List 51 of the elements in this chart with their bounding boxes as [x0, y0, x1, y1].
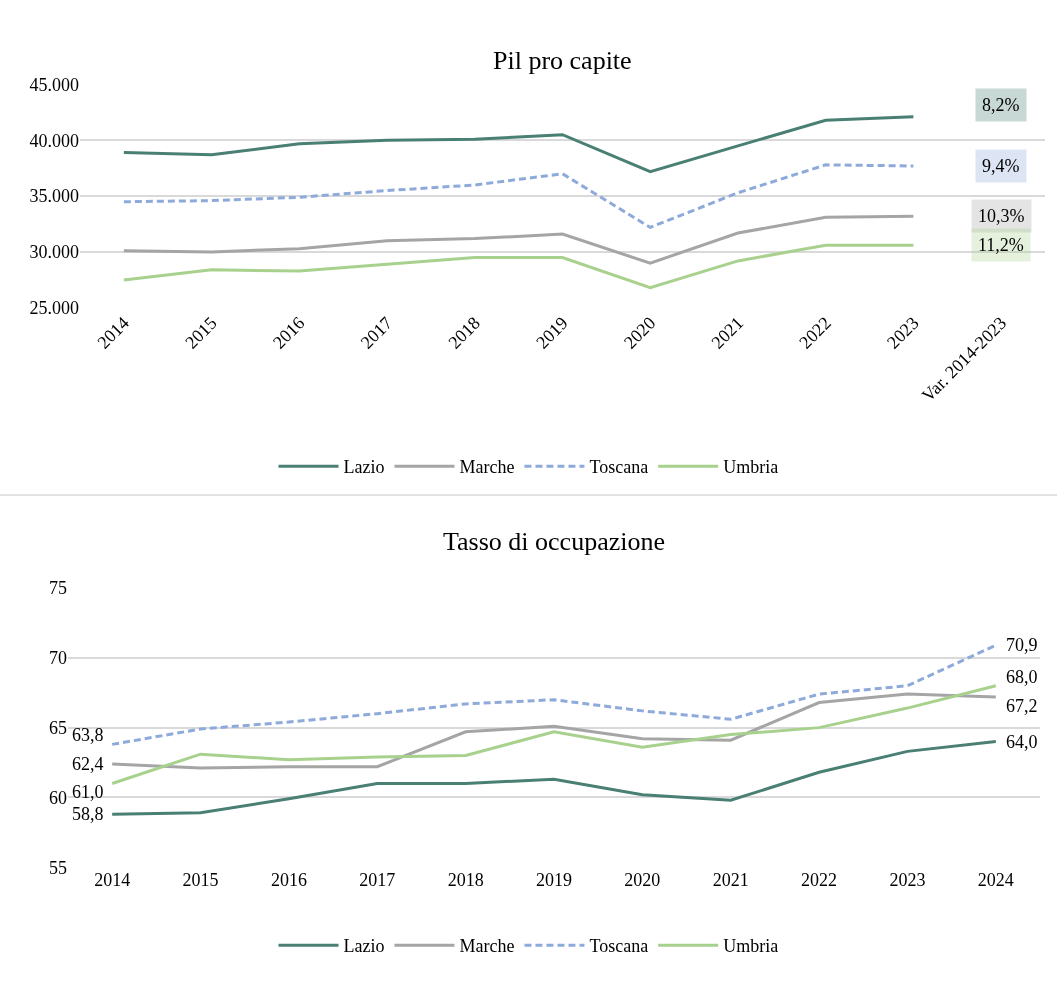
- annotation: 11,2%: [978, 235, 1024, 255]
- x-tick-label: 2024: [977, 870, 1014, 891]
- legend-label: Umbria: [723, 936, 779, 957]
- y-tick-label: 40.000: [29, 130, 79, 151]
- x-tick-label: 2014: [94, 870, 131, 891]
- line-series: [110, 684, 998, 785]
- chart-title: Tasso di occupazione: [443, 527, 665, 556]
- data-label: 58,8: [72, 804, 104, 824]
- x-tick-label: 2017: [359, 870, 396, 891]
- x-tick-label: 2018: [447, 870, 484, 891]
- annotation: 10,3%: [978, 206, 1025, 226]
- line-series: [110, 643, 998, 746]
- data-label: 64,0: [1006, 732, 1038, 752]
- y-tick-label: 60: [49, 787, 67, 808]
- y-tick-label: 25.000: [29, 298, 79, 319]
- chart-title: Pil pro capite: [493, 46, 632, 75]
- data-label: 68,0: [1006, 667, 1038, 687]
- legend-label: Lazio: [343, 457, 385, 478]
- legend-label: Lazio: [343, 936, 385, 957]
- legend-label: Umbria: [723, 457, 779, 478]
- x-tick-label: 2020: [624, 870, 661, 891]
- data-label: 67,2: [1006, 696, 1038, 716]
- x-tick-label: 2015: [182, 870, 219, 891]
- x-tick-label: 2022: [801, 870, 838, 891]
- y-tick-label: 45.000: [29, 74, 79, 95]
- annotation: 9,4%: [982, 156, 1020, 176]
- y-tick-label: 55: [49, 857, 67, 878]
- x-tick-label: 2023: [889, 870, 926, 891]
- legend-label: Toscana: [589, 457, 649, 478]
- y-tick-label: 65: [49, 717, 67, 738]
- y-tick-label: 75: [49, 578, 67, 599]
- data-label: 62,4: [72, 754, 104, 774]
- line-series: [122, 214, 915, 265]
- legend-label: Marche: [459, 457, 515, 478]
- legend-label: Marche: [459, 936, 515, 957]
- annotation: 8,2%: [982, 95, 1020, 115]
- data-label: 70,9: [1006, 635, 1038, 655]
- data-label: 63,8: [72, 725, 104, 745]
- line-series: [122, 243, 915, 290]
- line-series: [122, 115, 915, 174]
- x-tick-label: 2016: [270, 870, 307, 891]
- x-tick-label: 2021: [712, 870, 749, 891]
- legend-label: Toscana: [589, 936, 649, 957]
- data-label: 61,0: [72, 782, 104, 802]
- x-tick-label: 2019: [536, 870, 572, 891]
- y-tick-label: 70: [49, 648, 67, 669]
- line-series: [110, 740, 998, 816]
- y-tick-label: 35.000: [29, 186, 79, 207]
- line-series: [110, 692, 998, 770]
- line-series: [122, 163, 915, 229]
- y-tick-label: 30.000: [29, 242, 79, 263]
